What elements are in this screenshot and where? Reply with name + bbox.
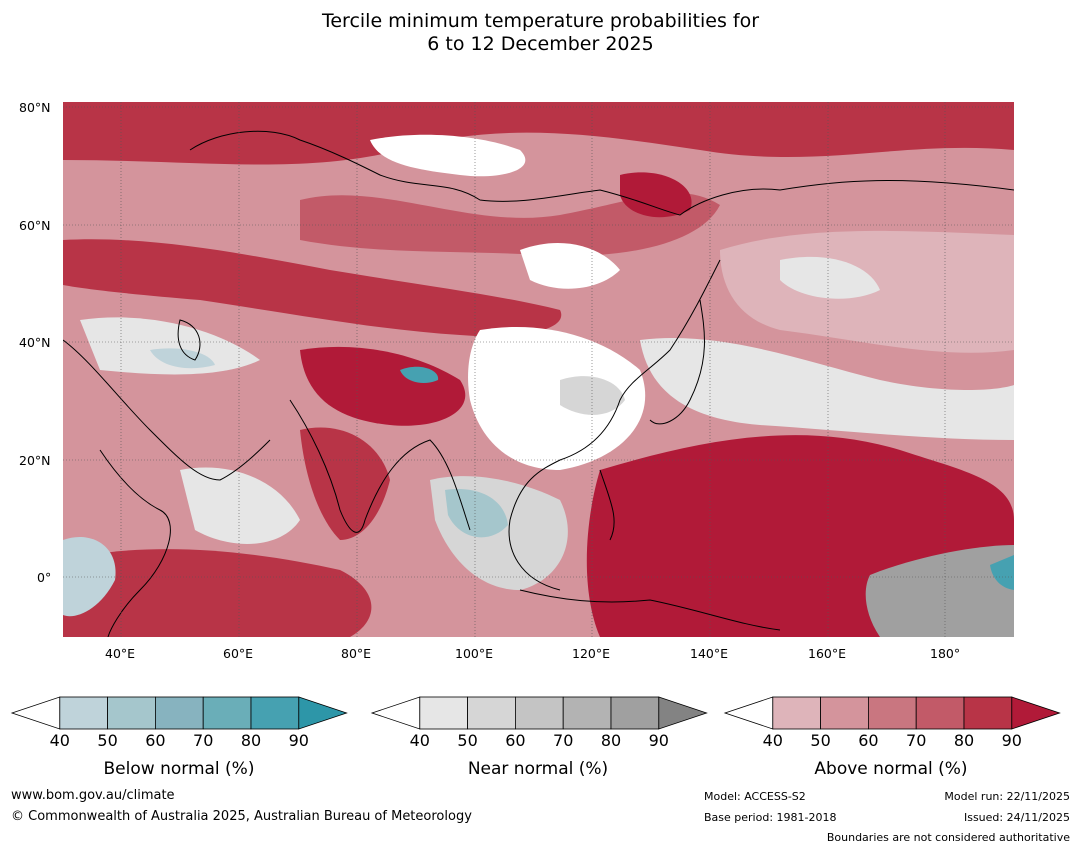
colorbar-1-tick-40: 40 [409, 731, 430, 750]
colorbar-2-tick-50: 50 [810, 731, 831, 750]
lon-label-100e: 100°E [455, 646, 494, 661]
colorbar-caption-near: Near normal (%) [467, 759, 609, 779]
field-pacific-grey [640, 338, 1014, 440]
colorbar-0-segment-4 [202, 696, 252, 730]
coastlines [63, 130, 1014, 637]
footer-issued: Issued: 24/11/2025 [963, 811, 1070, 824]
field-pacific-darkgrey [865, 545, 1014, 637]
field-indian-red [63, 549, 372, 637]
colorbar-2-segment-3 [868, 696, 917, 730]
lon-label-80e: 80°E [341, 646, 372, 661]
coast-east-asia [508, 259, 721, 591]
field-north-red [63, 102, 1014, 165]
lon-label-60e: 60°E [223, 646, 254, 661]
field-pacific-blue [990, 555, 1014, 590]
field-tibet-blue [400, 366, 439, 383]
coast-japan [649, 299, 705, 425]
footer-model-run: Model run: 22/11/2025 [944, 790, 1070, 803]
colorbar-0-segment-3 [154, 696, 204, 730]
colorbar-1-tick-90: 90 [648, 731, 669, 750]
colorbar-0-over-triangle [298, 696, 348, 730]
colorbar-1-segment-3 [515, 696, 564, 730]
field-siberia-white [370, 134, 526, 177]
lat-label-40n: 40°N [19, 335, 51, 350]
colorbar-2-tick-40: 40 [762, 731, 783, 750]
colorbar-0-under-triangle [10, 696, 61, 730]
lon-label-160e: 160°E [808, 646, 847, 661]
colorbar-1-tick-80: 80 [600, 731, 622, 750]
lon-label-140e: 140°E [690, 646, 729, 661]
colorbar-1-segment-4 [562, 696, 612, 730]
colorbar-1-tick-70: 70 [553, 731, 574, 750]
lat-label-20n: 20°N [19, 453, 51, 468]
colorbar-1-tick-60: 60 [505, 731, 526, 750]
coast-india [289, 399, 471, 533]
field-siberia-red [300, 193, 720, 256]
colorbar-2-segment-1 [772, 696, 821, 730]
field-china-grey [560, 376, 625, 415]
lon-label-180: 180° [930, 646, 961, 661]
field-ne-grey [780, 256, 880, 299]
coast-indonesia [519, 589, 781, 631]
field-africa-blue [63, 536, 116, 617]
field-siberia-deep [620, 172, 692, 218]
field-central-asia-red [63, 239, 562, 337]
colorbar-caption-below: Below normal (%) [103, 759, 255, 779]
colorbar-above-normal [723, 696, 1061, 730]
colorbar-2-tick-60: 60 [858, 731, 879, 750]
colorbars [10, 696, 1061, 730]
coast-philippines [599, 469, 615, 541]
colorbar-0-segment-1 [59, 696, 108, 730]
colorbar-near-normal [370, 696, 708, 730]
coast-arabia [63, 339, 271, 481]
colorbar-0-tick-40: 40 [49, 731, 70, 750]
chart-title-line2: 6 to 12 December 2025 [427, 33, 654, 55]
colorbar-0-tick-50: 50 [97, 731, 118, 750]
footer-base-period: Base period: 1981-2018 [704, 811, 837, 824]
gridlines [63, 102, 1014, 637]
colorbar-1-segment-5 [610, 696, 660, 730]
footer-copyright: © Commonwealth of Australia 2025, Austra… [11, 809, 472, 824]
lat-label-0: 0° [37, 570, 52, 585]
colorbar-0-tick-80: 80 [240, 731, 262, 750]
colorbar-0-tick-90: 90 [288, 731, 309, 750]
coast-arctic [189, 130, 1014, 216]
colorbar-0-segment-5 [250, 696, 300, 730]
lat-label-60n: 60°N [19, 218, 51, 233]
lon-label-120e: 120°E [572, 646, 611, 661]
colorbar-below-normal [10, 696, 348, 730]
field-white-patch [520, 242, 620, 289]
footer-disclaimer: Boundaries are not considered authoritat… [826, 831, 1070, 844]
colorbar-2-tick-70: 70 [906, 731, 927, 750]
colorbar-2-under-triangle [723, 696, 774, 730]
coast-caspian [177, 319, 201, 361]
colorbar-0-tick-70: 70 [193, 731, 214, 750]
colorbar-1-segment-2 [467, 696, 516, 730]
colorbar-2-over-triangle [1011, 696, 1061, 730]
colorbar-1-segment-1 [419, 696, 468, 730]
field-arabian-grey [180, 467, 300, 544]
probability-field [63, 102, 1014, 637]
colorbar-2-segment-4 [915, 696, 965, 730]
colorbar-2-tick-90: 90 [1001, 731, 1022, 750]
colorbar-0-segment-2 [107, 696, 156, 730]
colorbar-2-tick-80: 80 [953, 731, 975, 750]
field-tibet-red [300, 346, 466, 426]
footer-model: Model: ACCESS-S2 [704, 790, 806, 803]
lon-label-40e: 40°E [105, 646, 136, 661]
colorbar-1-under-triangle [370, 696, 421, 730]
colorbar-0-tick-60: 60 [145, 731, 166, 750]
field-india-red [300, 427, 390, 540]
chart-title-line1: Tercile minimum temperature probabilitie… [321, 10, 760, 32]
footer-website[interactable]: www.bom.gov.au/climate [11, 788, 175, 803]
field-mideast-grey [80, 317, 260, 375]
colorbar-2-segment-5 [963, 696, 1013, 730]
colorbar-2-segment-2 [820, 696, 869, 730]
lat-label-80n: 80°N [19, 100, 51, 115]
colorbar-1-tick-50: 50 [457, 731, 478, 750]
colorbar-1-over-triangle [658, 696, 708, 730]
colorbar-caption-above: Above normal (%) [814, 759, 968, 779]
